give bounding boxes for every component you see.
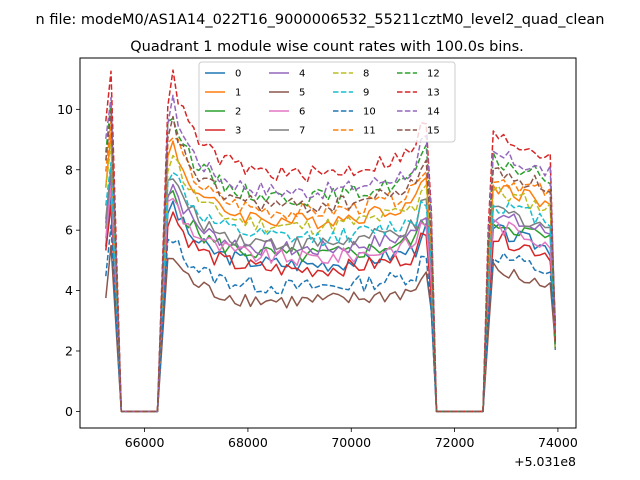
x-offset-label: +5.031e8: [514, 454, 576, 469]
x-tick-label: 70000: [331, 435, 371, 450]
legend-frame: [198, 61, 456, 143]
x-tick-label: 74000: [538, 435, 578, 450]
y-tick-label: 10: [57, 102, 73, 117]
legend-label-10: 10: [363, 107, 376, 118]
series-layer: [105, 69, 557, 413]
legend-label-6: 6: [299, 107, 305, 118]
y-tick-label: 0: [65, 404, 73, 419]
series-line-8: [105, 143, 557, 413]
y-tick-label: 2: [65, 343, 73, 358]
legend-label-5: 5: [299, 88, 305, 99]
x-tick-label: 72000: [435, 435, 475, 450]
legend-label-14: 14: [427, 107, 440, 118]
y-tick-label: 4: [65, 283, 73, 298]
x-tick-label: 66000: [125, 435, 165, 450]
plot-area: [79, 57, 577, 429]
legend-label-3: 3: [235, 126, 241, 137]
legend-label-8: 8: [363, 69, 369, 80]
chart-title: Quadrant 1 module wise count rates with …: [130, 39, 524, 55]
legend-label-4: 4: [299, 69, 305, 80]
y-tick-label: 8: [65, 162, 73, 177]
legend-label-0: 0: [235, 69, 241, 80]
series-line-13: [105, 69, 557, 413]
legend-label-7: 7: [299, 126, 305, 137]
x-tick-label: 68000: [228, 435, 268, 450]
legend-label-2: 2: [235, 107, 241, 118]
x-axis-ticks: 66000 68000 70000 72000 74000: [125, 428, 578, 450]
legend-label-15: 15: [427, 126, 440, 137]
series-line-12: [105, 101, 557, 413]
legend-label-1: 1: [235, 88, 241, 99]
series-line-14: [105, 94, 557, 413]
y-axis-ticks: 0 2 4 6 8 10: [57, 102, 80, 419]
legend-label-9: 9: [363, 88, 369, 99]
series-line-15: [105, 110, 557, 413]
legend-label-11: 11: [363, 126, 376, 137]
axes-frame: [79, 57, 577, 429]
y-tick-label: 6: [65, 223, 73, 238]
figure-suptitle: n file: modeM0/AS1A14_022T16_9000006532_…: [36, 12, 605, 28]
legend-label-13: 13: [427, 88, 440, 99]
legend-label-12: 12: [427, 69, 440, 80]
